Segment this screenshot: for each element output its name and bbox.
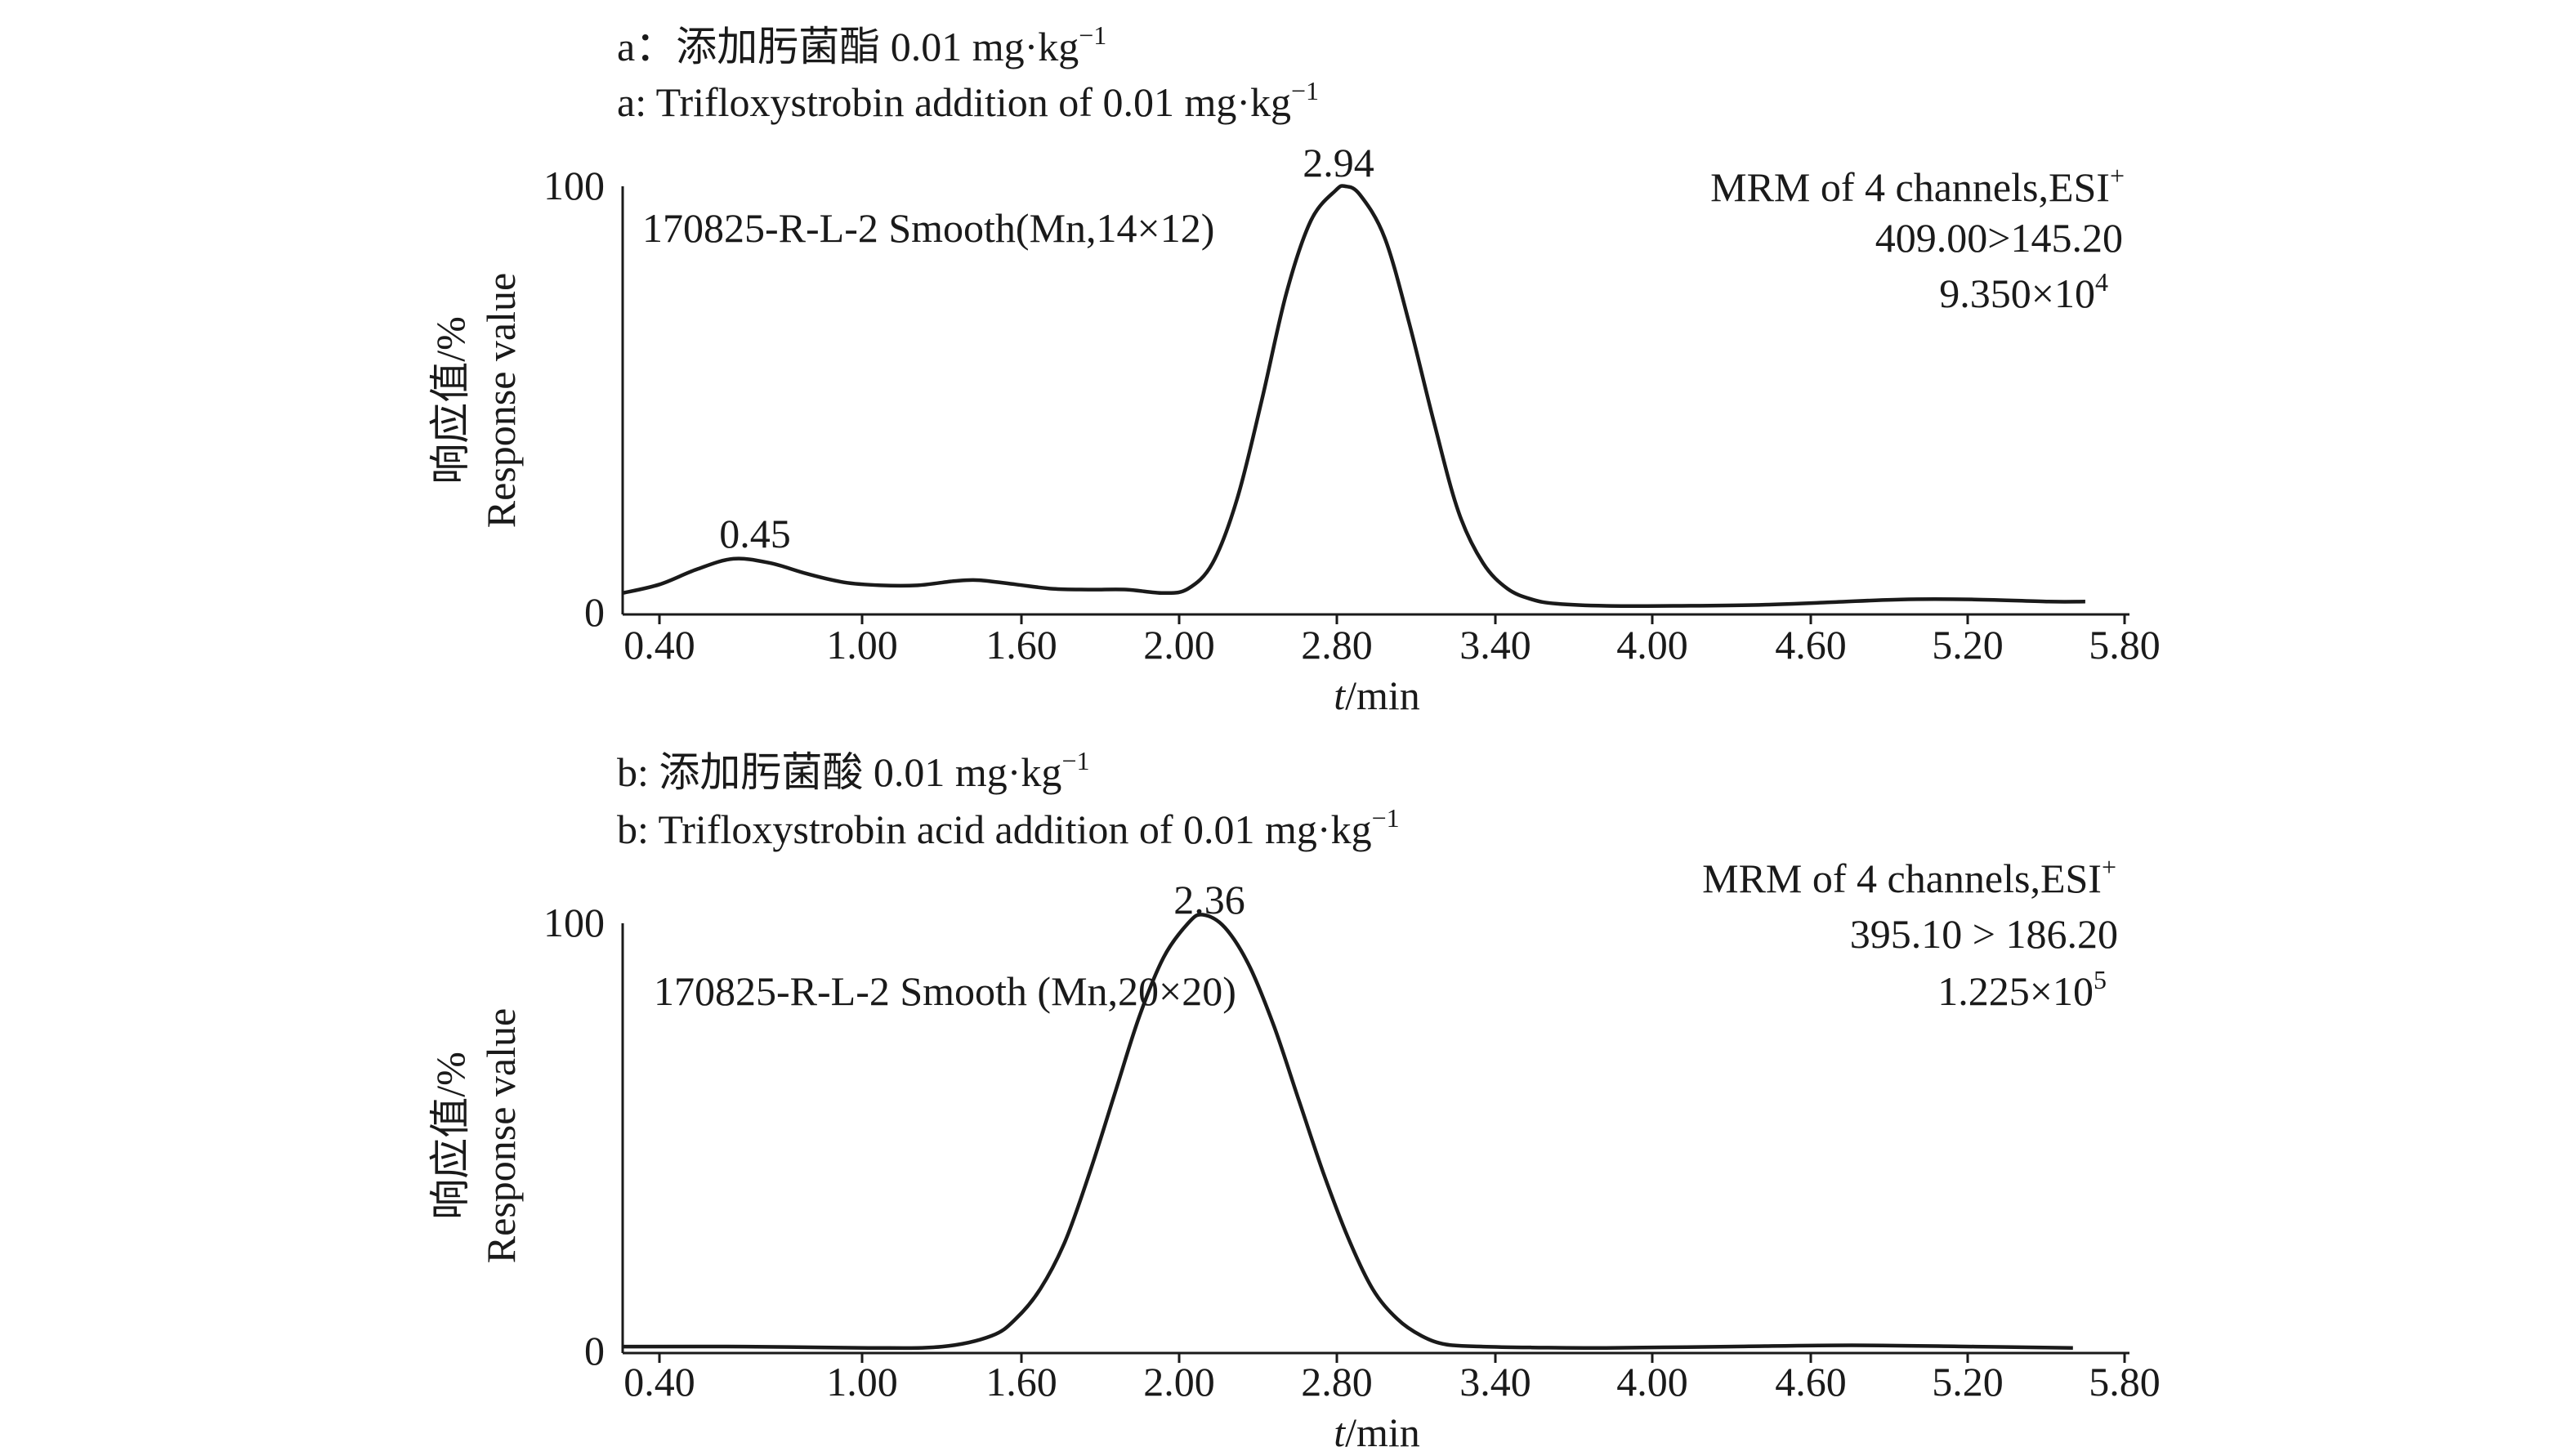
y-axis-label-zh-b: 响应值/% <box>427 1052 473 1220</box>
intensity-label-a: 9.350×104 <box>1939 267 2108 316</box>
x-tick-label: 2.80 <box>1301 622 1373 668</box>
mrm-label-b: MRM of 4 channels,ESI+ <box>1702 852 2116 901</box>
y-axis-label-en-b: Response value <box>478 1008 524 1263</box>
intensity-label-b: 1.225×105 <box>1937 965 2107 1014</box>
x-tick-label: 2.00 <box>1143 1359 1215 1405</box>
caption-zh-b: b: 添加肟菌酸 0.01 mg·kg−1 <box>617 746 1089 795</box>
x-tick-label: 0.40 <box>623 1359 695 1405</box>
series-line-b <box>622 913 2073 1351</box>
x-tick-label: 4.00 <box>1616 1359 1688 1405</box>
peak-label: 2.94 <box>1303 140 1374 185</box>
chart-panel-a: a：添加肟菌酯 0.01 mg·kg−1 a: Trifloxystrobin … <box>427 20 2161 718</box>
caption-en-a: a: Trifloxystrobin addition of 0.01 mg·k… <box>617 76 1319 125</box>
chart-panel-b: b: 添加肟菌酸 0.01 mg·kg−1 b: Trifloxystrobin… <box>427 746 2161 1455</box>
x-ticks-a <box>658 614 2126 624</box>
transition-label-a: 409.00>145.20 <box>1875 215 2123 261</box>
x-tick-label: 0.40 <box>623 622 695 668</box>
x-tick-label: 4.60 <box>1775 1359 1847 1405</box>
series-line-a <box>622 184 2085 609</box>
x-tick-label: 5.20 <box>1932 1359 2004 1405</box>
x-tick-label: 2.80 <box>1301 1359 1373 1405</box>
x-tick-label: 5.80 <box>2089 622 2161 668</box>
y-axis-label-zh-a: 响应值/% <box>427 316 473 485</box>
peak-label: 0.45 <box>719 511 791 556</box>
x-axis-label-b: t/min <box>1334 1409 1420 1455</box>
y-tick-label: 100 <box>543 163 605 208</box>
caption-en-b: b: Trifloxystrobin acid addition of 0.01… <box>617 803 1400 852</box>
x-tick-label: 1.00 <box>826 622 898 668</box>
x-tick-label: 5.80 <box>2089 1359 2161 1405</box>
y-axis-label-en-a: Response value <box>478 273 524 528</box>
y-tick-label: 0 <box>584 1328 605 1373</box>
caption-zh-a: a：添加肟菌酯 0.01 mg·kg−1 <box>617 20 1106 69</box>
transition-label-b: 395.10 > 186.20 <box>1850 911 2118 957</box>
sample-label-a: 170825-R-L-2 Smooth(Mn,14×12) <box>642 205 1214 251</box>
sample-label-b: 170825-R-L-2 Smooth (Mn,20×20) <box>654 968 1236 1014</box>
x-tick-label: 1.00 <box>826 1359 898 1405</box>
x-tick-label: 1.60 <box>985 1359 1057 1405</box>
x-tick-label: 4.00 <box>1616 622 1688 668</box>
x-tick-label: 5.20 <box>1932 622 2004 668</box>
x-tick-label: 2.00 <box>1143 622 1215 668</box>
x-tick-label: 3.40 <box>1459 622 1531 668</box>
x-axis-label-a: t/min <box>1334 672 1420 718</box>
mrm-label-a: MRM of 4 channels,ESI+ <box>1710 161 2125 210</box>
x-tick-label: 4.60 <box>1775 622 1847 668</box>
y-tick-label: 100 <box>543 900 605 945</box>
y-tick-label: 0 <box>584 589 605 635</box>
x-tick-label: 1.60 <box>985 622 1057 668</box>
x-ticks-b <box>658 1353 2126 1363</box>
x-tick-label: 3.40 <box>1459 1359 1531 1405</box>
